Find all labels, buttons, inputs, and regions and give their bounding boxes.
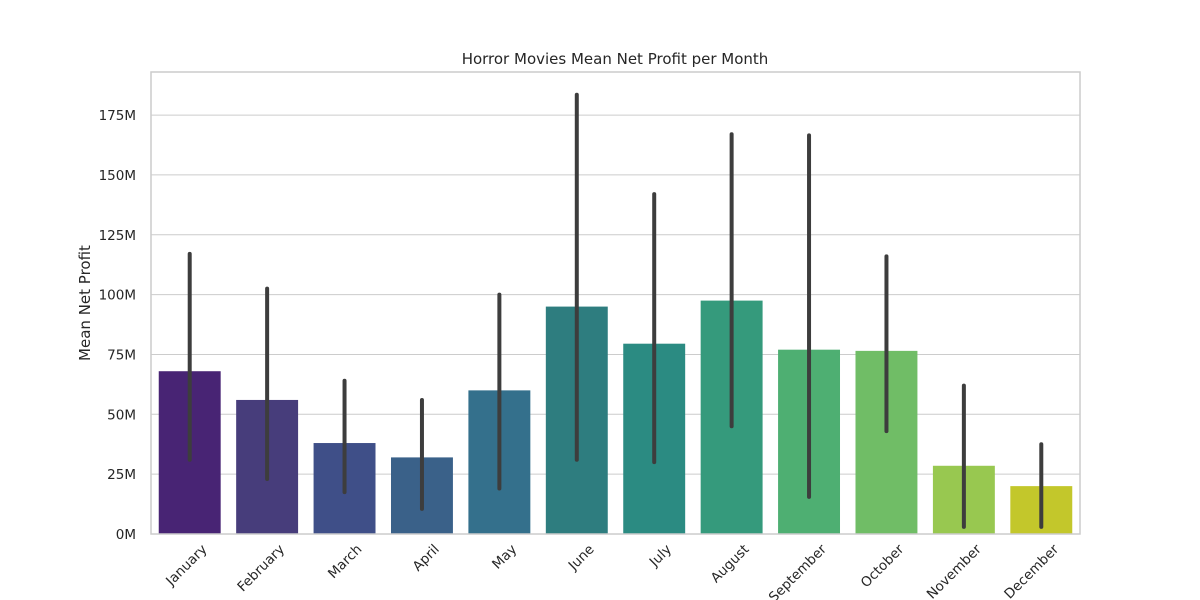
x-tick-label: August	[708, 542, 753, 587]
x-tick-label: December	[1001, 541, 1062, 600]
y-tick-label: 125M	[99, 228, 136, 244]
x-tick-label: October	[858, 541, 908, 591]
y-tick-label: 50M	[107, 407, 136, 423]
y-tick-labels: 0M 25M 50M 75M 100M 125M 150M 175M	[99, 108, 136, 543]
x-tick-label: January	[162, 542, 210, 590]
x-tick-label: July	[646, 542, 675, 571]
y-tick-label: 175M	[99, 108, 136, 124]
x-tick-label: March	[325, 542, 365, 582]
bars	[158, 300, 1073, 534]
x-tick-label: May	[489, 542, 520, 573]
y-axis-label: Mean Net Profit	[76, 245, 94, 361]
x-tick-label: February	[234, 542, 288, 596]
x-tick-label: September	[766, 541, 830, 600]
y-tick-label: 100M	[99, 288, 136, 304]
y-tick-label: 25M	[107, 467, 136, 483]
plot-frame	[150, 71, 1081, 535]
chart-title: Horror Movies Mean Net Profit per Month	[462, 50, 769, 68]
y-tick-label: 75M	[107, 347, 136, 363]
y-tick-label: 150M	[99, 168, 136, 184]
y-tick-label: 0M	[116, 527, 136, 543]
x-tick-label: June	[565, 542, 598, 575]
x-tick-labels: January February March April May June July Augu…	[162, 541, 1062, 600]
x-tick-label: April	[410, 542, 443, 575]
gridlines	[151, 114, 1080, 535]
x-tick-label: November	[924, 541, 985, 600]
error-bars	[187, 92, 1044, 529]
